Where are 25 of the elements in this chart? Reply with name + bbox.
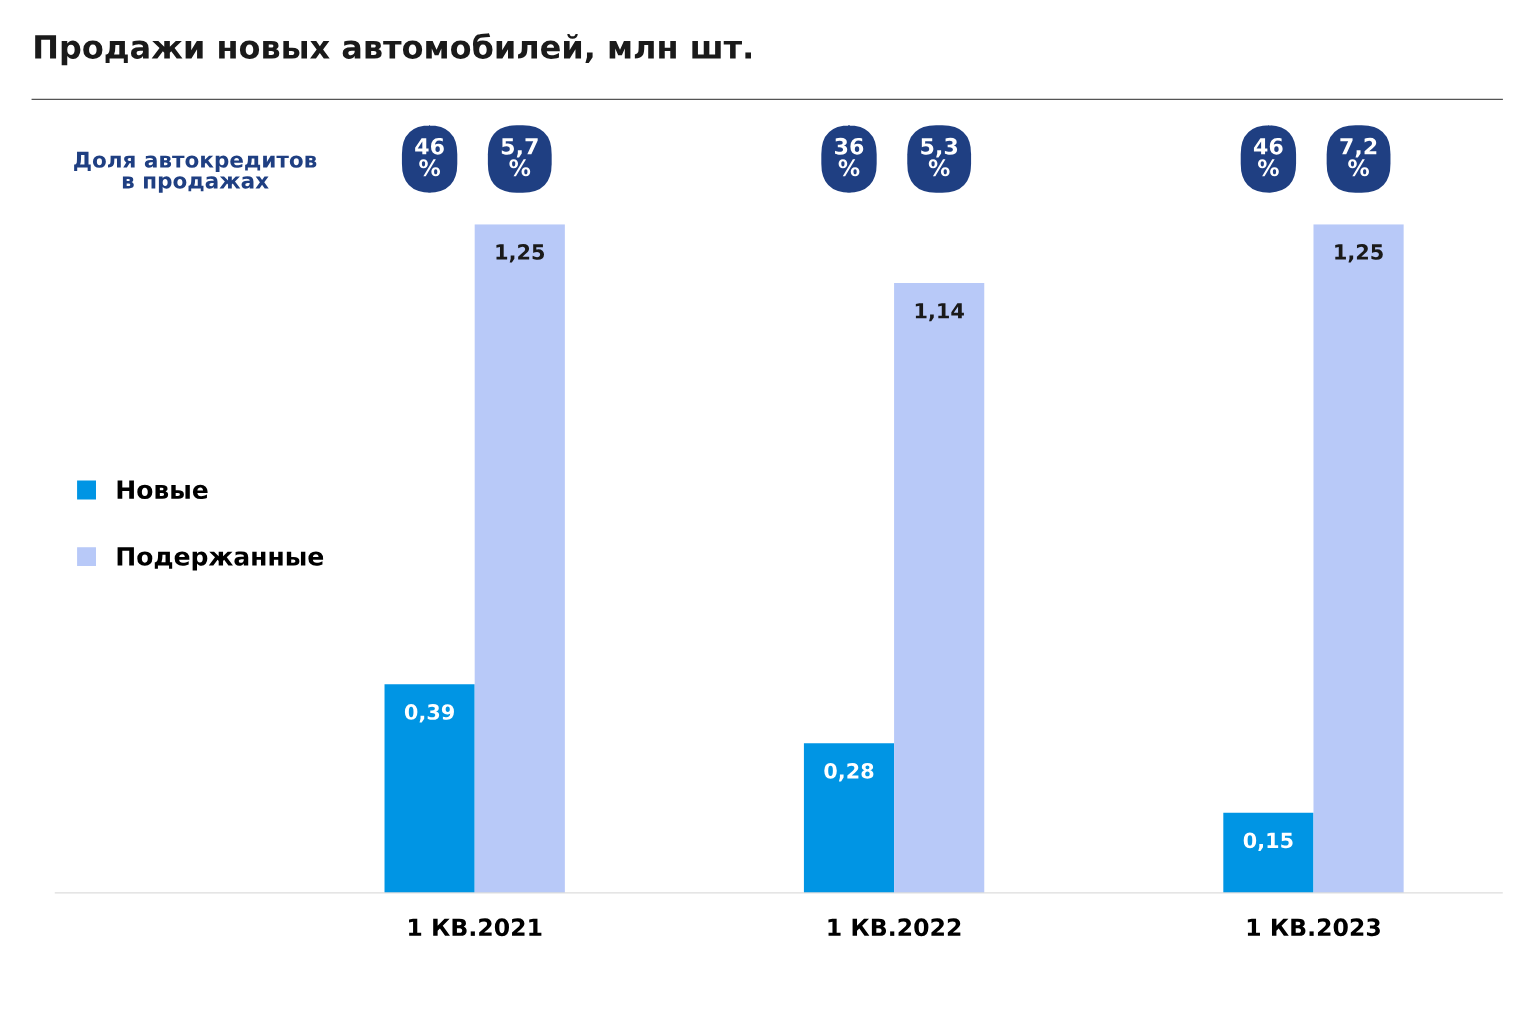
legend-label: Подержанные xyxy=(117,547,324,571)
data-label: 0,28 xyxy=(824,762,874,782)
text: 46 % xyxy=(415,137,444,177)
bar xyxy=(894,283,985,893)
bar xyxy=(1223,812,1314,893)
legend-label: Новые xyxy=(117,480,208,500)
text: 7,2 % xyxy=(1340,137,1377,177)
text: 36 % xyxy=(835,137,864,177)
text: 5,3 % xyxy=(921,137,958,177)
chart-title: Продажи новых автомобилей, млн шт. xyxy=(35,33,751,66)
bar xyxy=(474,224,565,893)
x-tick-label: 1 КВ.2023 xyxy=(1247,918,1380,937)
bar xyxy=(803,743,895,893)
data-label: 1,25 xyxy=(1335,244,1383,263)
text: Доля автокредитов в продажах xyxy=(74,151,317,193)
text: 5,7 % xyxy=(501,138,538,177)
x-tick-label: 1 КВ.2021 xyxy=(409,918,542,937)
data-label: 1,25 xyxy=(496,244,545,263)
bar xyxy=(384,684,475,893)
data-label: 1,14 xyxy=(915,303,964,322)
x-tick-label: 1 КВ.2022 xyxy=(828,918,961,937)
data-label: 0,15 xyxy=(1243,832,1293,851)
text: 46 % xyxy=(1253,137,1283,177)
data-label: 0,39 xyxy=(404,704,454,723)
bar xyxy=(1313,224,1404,893)
